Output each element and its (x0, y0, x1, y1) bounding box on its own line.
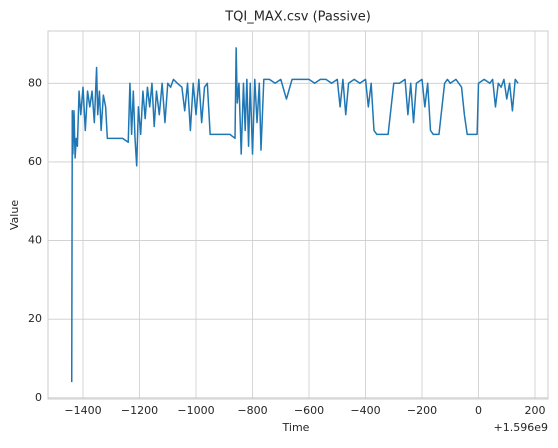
y-tick-label: 20 (28, 312, 42, 325)
x-tick-label: −1000 (177, 404, 214, 417)
x-axis-label: Time (282, 421, 310, 434)
y-axis-label: Value (8, 200, 21, 230)
y-tick-label: 40 (28, 234, 42, 247)
x-tick-label: 0 (475, 404, 482, 417)
chart-title: TQI_MAX.csv (Passive) (224, 10, 371, 25)
plot-area (47, 30, 549, 400)
x-tick-label: −200 (407, 404, 437, 417)
x-tick-label: −400 (350, 404, 380, 417)
y-tick-label: 80 (28, 76, 42, 89)
y-tick-label: 60 (28, 155, 42, 168)
x-tick-label: 200 (525, 404, 546, 417)
x-tick-label: −600 (294, 404, 324, 417)
x-tick-label: −1200 (121, 404, 158, 417)
y-tick-label: 0 (35, 391, 42, 404)
x-offset-label: +1.596e9 (494, 421, 548, 434)
x-tick-label: −800 (237, 404, 267, 417)
data-line (70, 47, 519, 383)
x-tick-label: −1400 (64, 404, 101, 417)
